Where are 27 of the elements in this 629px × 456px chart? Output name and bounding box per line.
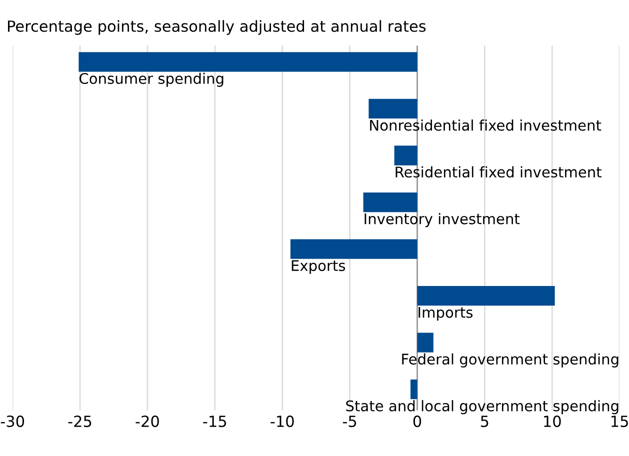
bar xyxy=(363,192,418,212)
y-tick-label: State and local government spending xyxy=(346,400,618,414)
y-tick-label: Nonresidential fixed investment xyxy=(370,119,602,131)
x-tick-label: 5 xyxy=(481,416,488,428)
bar xyxy=(417,332,434,352)
x-tick-label: -15 xyxy=(203,416,226,428)
chart-title: Percentage points, seasonally adjusted at annual rates xyxy=(8,20,426,35)
y-tick-label: Residential fixed investment xyxy=(396,166,602,178)
x-tick-label: -20 xyxy=(136,416,159,428)
bar xyxy=(290,239,418,259)
bar xyxy=(368,98,418,119)
x-tick-label: 0 xyxy=(413,416,422,428)
y-tick-label: Imports xyxy=(418,307,473,321)
bar xyxy=(417,286,555,306)
x-tick-label: 10 xyxy=(544,416,561,428)
y-tick-label: Exports xyxy=(292,260,346,274)
x-tick-label: -25 xyxy=(68,416,92,428)
bar xyxy=(394,146,418,166)
y-tick-label: Inventory investment xyxy=(364,213,520,228)
y-tick-label: Federal government spending xyxy=(402,353,618,368)
x-tick-label: -30 xyxy=(0,416,24,428)
y-tick-label: Consumer spending xyxy=(79,72,224,87)
x-tick-label: 15 xyxy=(612,416,628,428)
bar xyxy=(78,52,418,72)
bar xyxy=(410,380,418,400)
x-tick-label: -10 xyxy=(270,416,294,428)
x-tick-label: -5 xyxy=(342,416,356,428)
